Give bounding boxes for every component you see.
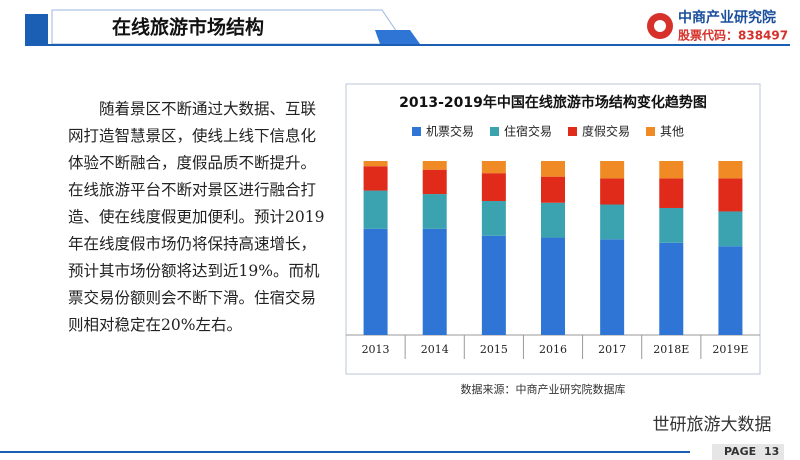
legend-swatch (568, 127, 577, 136)
bar-segment (481, 173, 506, 202)
bar-segment (718, 161, 743, 179)
bar-segment (422, 169, 447, 195)
x-tick-label: 2014 (421, 343, 449, 356)
page-label: PAGE (724, 445, 756, 458)
watermark: 世研旅游大数据 (653, 415, 772, 435)
page-box (712, 444, 784, 460)
x-tick-label: 2016 (539, 343, 567, 356)
body-text: 随着景区不断通过大数据、互联网打造智慧景区，使线上线下信息化体验不断融合，度假品… (68, 100, 325, 334)
bar-segment (422, 194, 447, 229)
bar-segment (363, 166, 388, 191)
header-corner (375, 30, 420, 44)
legend-label: 度假交易 (582, 124, 630, 139)
bar-segment (718, 178, 743, 212)
stock-code: 股票代码：838497 (678, 28, 788, 43)
bar-segment (363, 190, 388, 229)
x-tick-label: 2017 (598, 343, 626, 356)
bar-segment (422, 161, 447, 170)
bar-segment (600, 239, 625, 335)
legend-swatch (490, 127, 499, 136)
x-tick-label: 2018E (653, 343, 689, 356)
bar-segment (481, 161, 506, 174)
chart-frame (345, 83, 761, 375)
header-accent (25, 14, 48, 44)
logo-name: 中商产业研究院 (678, 9, 776, 26)
bar-segment (659, 178, 684, 208)
bar-segment (541, 202, 565, 238)
legend-swatch (646, 127, 655, 136)
bar-segment (600, 161, 625, 179)
legend-label: 其他 (660, 125, 684, 139)
bar-segment (659, 242, 684, 335)
bar-segment (718, 211, 743, 247)
chart-title: 2013-2019年中国在线旅游市场结构变化趋势图 (399, 94, 707, 111)
legend-label: 住宿交易 (504, 124, 552, 139)
x-tick-label: 2013 (362, 343, 390, 356)
bar-segment (481, 235, 506, 335)
bar-segment (659, 161, 684, 179)
source: 数据来源：中商产业研究院数据库 (461, 382, 626, 396)
bar-segment (422, 228, 447, 335)
logo-mark-inner (654, 20, 666, 32)
bar-segment (541, 176, 565, 203)
bar-segment (600, 178, 625, 205)
bar-segment (541, 161, 565, 177)
x-tick-label: 2019E (712, 343, 748, 356)
bar-segment (600, 204, 625, 240)
page-number: 13 (764, 445, 779, 458)
bar-segment (481, 201, 506, 236)
legend-swatch (412, 127, 421, 136)
bar-segment (363, 228, 388, 335)
bar-segment (363, 161, 388, 167)
x-tick-label: 2015 (480, 343, 508, 356)
bar-segment (718, 246, 743, 335)
bar-segment (659, 207, 684, 243)
header-title: 在线旅游市场结构 (112, 16, 264, 39)
bar-segment (541, 237, 565, 335)
legend-label: 机票交易 (426, 124, 474, 139)
